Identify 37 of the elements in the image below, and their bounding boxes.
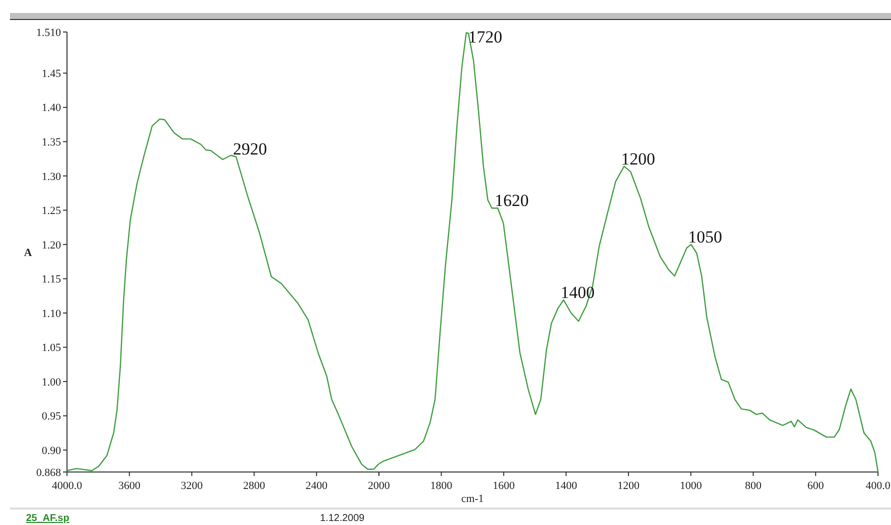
annotation: 1620 [494,191,529,210]
y-tick-label: 0.868 [36,466,62,479]
x-tick-label: 800 [744,480,762,492]
x-tick-label: 2000 [368,480,390,492]
x-tick-label: 1200 [617,480,640,492]
y-tick-label: 0.90 [42,444,62,457]
x-tick-label: 2800 [243,480,266,492]
y-tick-label: 1.00 [42,376,62,388]
x-tick-label: 1000 [680,480,702,492]
x-tick-label: 2400 [306,480,328,492]
y-tick-label: 1.25 [42,205,62,218]
x-tick-label: 600 [807,480,824,492]
y-tick-label: 1.510 [36,26,62,39]
x-axis-title: cm-1 [461,493,484,505]
y-tick-label: 1.10 [42,308,62,320]
y-tick-label: 0.95 [42,410,62,423]
annotation: 1050 [688,227,722,246]
y-tick-label: 1.45 [42,68,62,80]
y-axis-title: A [24,246,32,259]
x-tick-label: 1600 [492,480,516,492]
annotation: 1720 [468,28,502,47]
x-tick-label: 3600 [118,480,141,492]
annotation: 1200 [621,149,656,168]
x-tick-label: 1400 [555,480,578,492]
y-tick-label: 1.15 [42,274,62,286]
y-tick-label: 1.40 [42,102,62,114]
x-tick-label: 400.0 [866,480,891,492]
y-tick-label: 1.35 [42,136,62,149]
text: 25_AF.sp [26,513,70,524]
annotation: 2920 [233,140,268,159]
y-tick-label: 1.05 [42,342,62,354]
y-tick-label: 1.20 [42,239,62,252]
x-tick-label: 1800 [430,480,453,492]
x-tick-label: 3200 [180,480,204,492]
x-tick-label: 4000.0 [52,480,83,492]
text: 1.12.2009 [320,513,365,524]
y-tick-label: 1.30 [42,170,62,183]
